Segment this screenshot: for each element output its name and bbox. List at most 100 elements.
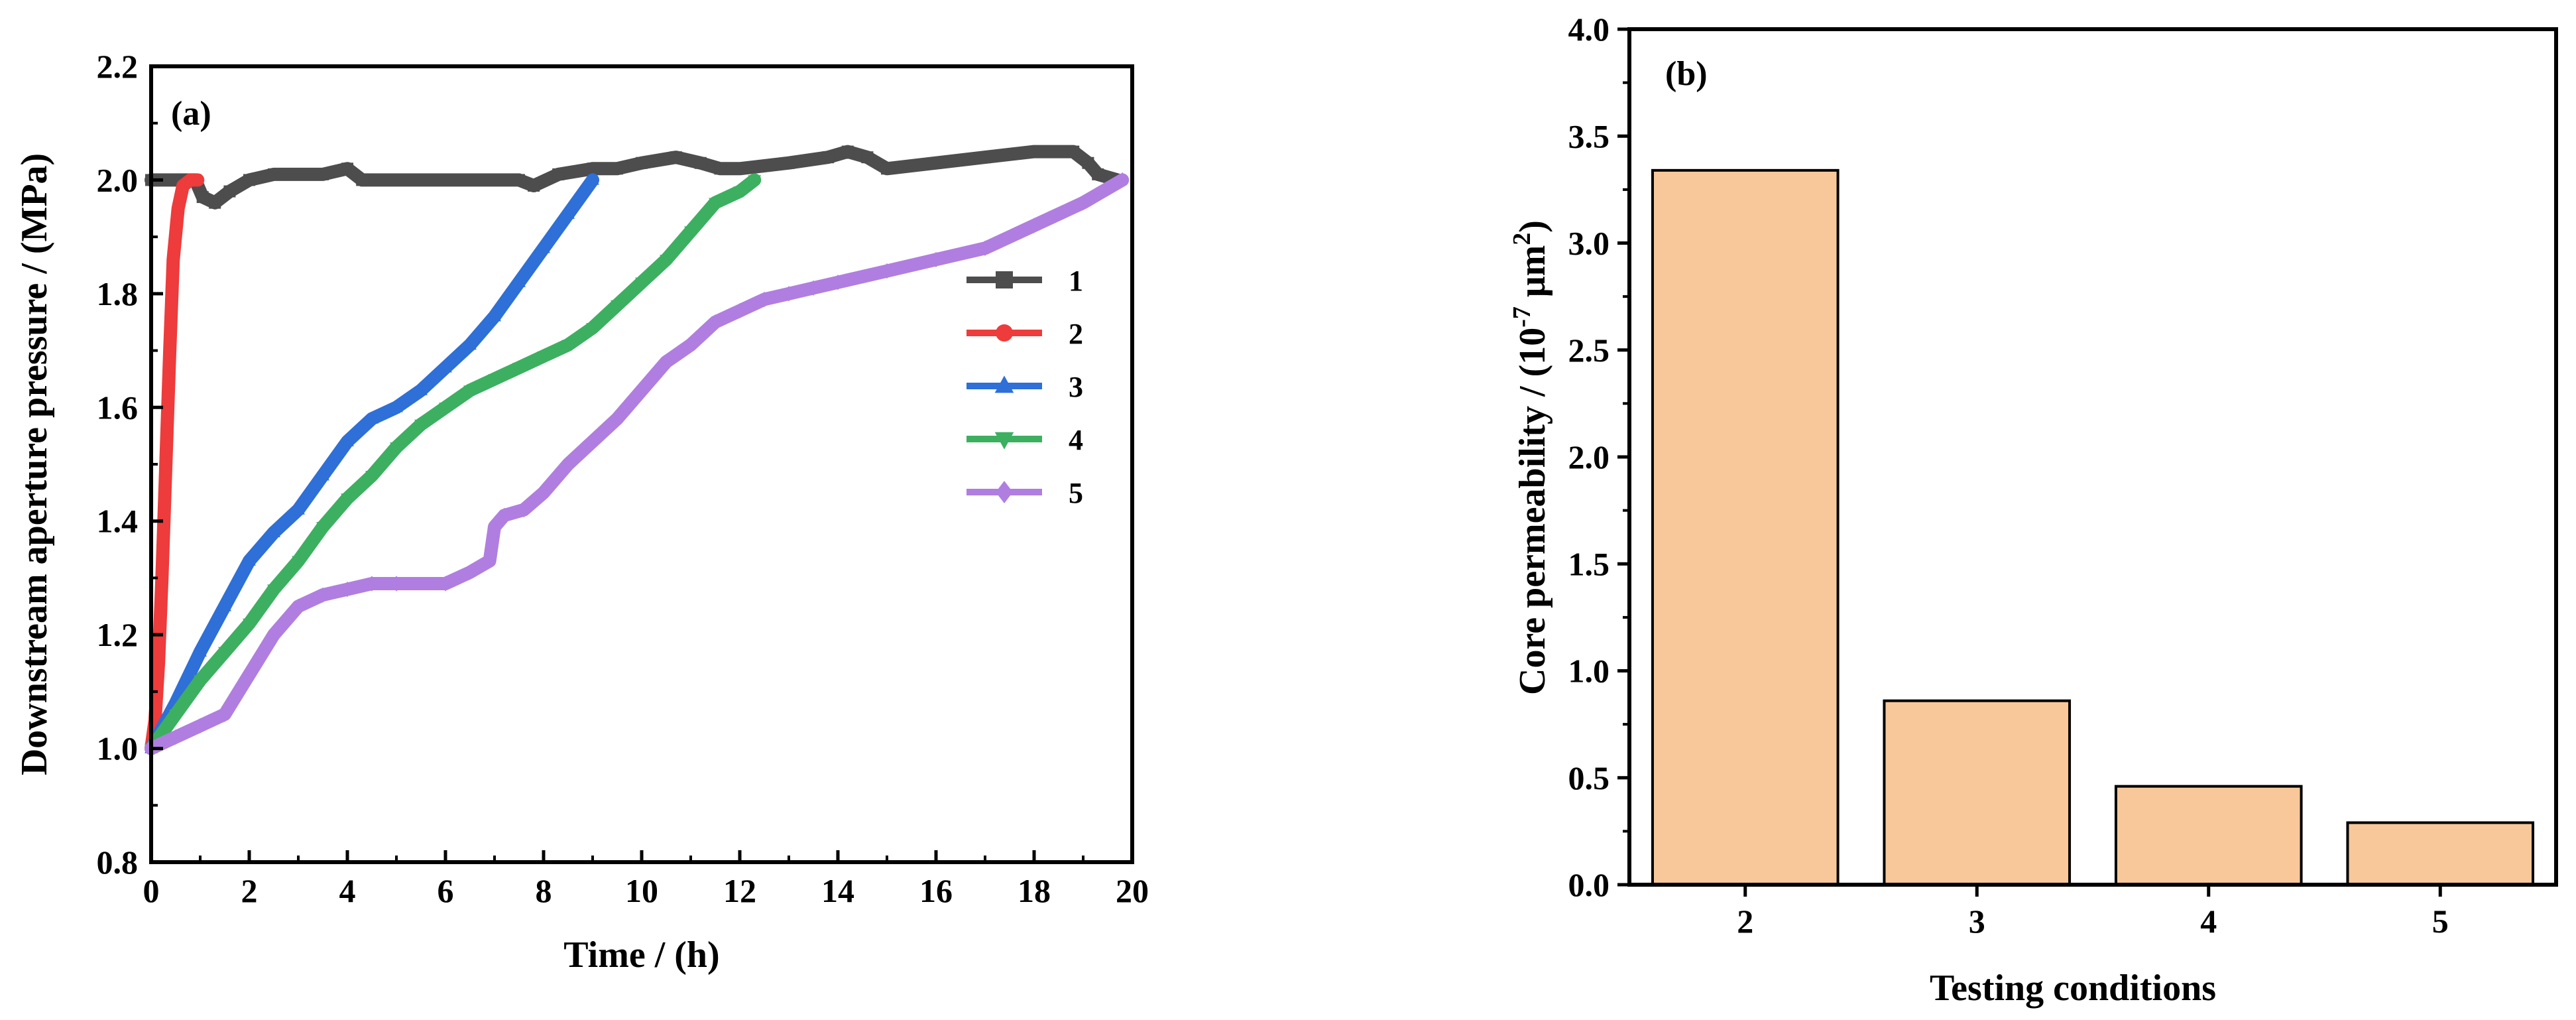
data-point — [366, 576, 378, 592]
data-point — [292, 598, 304, 614]
y-tick-label: 4.0 — [1568, 11, 1610, 48]
data-point — [390, 400, 403, 413]
data-point — [194, 675, 207, 688]
series-line-4 — [145, 173, 762, 755]
x-axis-ticks: 0 2 4 6 8 10 12 14 16 18 20 — [143, 850, 1149, 909]
x-tick-label: 18 — [1018, 872, 1051, 909]
data-point — [1092, 168, 1104, 180]
data-point — [822, 151, 835, 164]
data-point — [538, 485, 550, 501]
data-point — [439, 403, 452, 415]
legend-marker-3 — [994, 375, 1014, 393]
y-axis-ticks: 0.8 1.0 1.2 1.4 1.6 1.8 2.0 2.2 — [97, 48, 163, 881]
data-point — [930, 157, 942, 169]
data-point — [317, 168, 329, 180]
x-tick-label: 5 — [2432, 903, 2449, 940]
series-line-1 — [145, 145, 1124, 210]
data-point — [684, 226, 697, 239]
data-point — [463, 385, 477, 398]
bar-2 — [1651, 168, 1840, 887]
x-tick-label: 8 — [536, 872, 552, 909]
data-point — [807, 280, 819, 296]
data-point — [267, 584, 280, 597]
data-point — [561, 207, 575, 220]
data-point — [537, 351, 550, 363]
data-point — [783, 286, 795, 302]
data-point — [611, 300, 624, 312]
data-point — [1116, 172, 1129, 188]
data-point — [1067, 145, 1080, 158]
x-tick-label: 3 — [1969, 903, 1985, 940]
y-axis-title-unit: μm — [1512, 245, 1553, 306]
y-tick-label: 2.0 — [97, 161, 139, 198]
y-tick-label: 1.0 — [97, 730, 139, 767]
data-point — [156, 572, 168, 584]
data-point — [562, 456, 574, 472]
data-point — [930, 251, 942, 268]
panel-label: (b) — [1665, 55, 1708, 93]
data-point — [172, 202, 184, 215]
panel-label: (a) — [171, 95, 211, 133]
y-tick-label: 0.8 — [97, 844, 139, 881]
data-point — [635, 277, 648, 290]
legend-marker-1 — [996, 271, 1013, 288]
data-point — [552, 168, 565, 180]
y-tick-label: 1.0 — [1568, 653, 1610, 690]
data-point — [439, 576, 451, 592]
y-tick-label: 1.2 — [97, 616, 139, 653]
data-point — [243, 667, 255, 682]
legend: 1 2 3 4 5 — [966, 265, 1083, 509]
data-point — [488, 309, 501, 322]
data-point — [341, 493, 354, 506]
data-point — [861, 151, 874, 164]
x-axis-ticks: 2 3 4 5 — [1737, 885, 2449, 940]
data-point — [268, 168, 280, 180]
data-point — [714, 162, 727, 175]
data-point — [881, 162, 893, 175]
legend-label-5: 5 — [1069, 477, 1083, 509]
data-point — [268, 627, 280, 643]
y-tick-label: 0.0 — [1568, 866, 1610, 903]
y-tick-label: 2.5 — [1568, 332, 1610, 369]
x-axis-title: Time / (h) — [563, 934, 719, 976]
data-point — [1077, 195, 1089, 211]
x-tick-label: 2 — [1737, 903, 1753, 940]
data-point — [561, 340, 575, 352]
data-point — [586, 323, 599, 336]
data-point — [167, 253, 180, 266]
y-axis-title-close: ) — [1512, 220, 1553, 233]
data-point — [390, 576, 402, 592]
bar-chart-panel: 2 3 4 5 0.0 0.5 1.0 1.5 2.0 2.5 3.0 3.5 4.0 (b) Tes… — [1508, 11, 2558, 1009]
data-point — [439, 360, 452, 373]
legend-marker-5 — [996, 481, 1013, 503]
data-point — [192, 174, 204, 186]
y-tick-label: 3.5 — [1568, 117, 1610, 155]
y-tick-label: 1.6 — [97, 389, 139, 426]
data-point — [694, 157, 707, 169]
data-point — [152, 657, 165, 669]
data-point — [223, 185, 236, 198]
bar-5 — [2346, 821, 2535, 886]
data-point — [218, 599, 231, 611]
legend-label-1: 1 — [1069, 265, 1083, 297]
data-point — [390, 442, 403, 455]
y-tick-label: 0.5 — [1568, 759, 1610, 797]
data-point — [512, 363, 526, 375]
data-point — [758, 291, 770, 308]
x-tick-label: 16 — [919, 872, 953, 909]
data-point — [316, 468, 329, 481]
x-tick-label: 0 — [143, 872, 160, 909]
x-axis-title: Testing conditions — [1930, 968, 2216, 1009]
data-point — [685, 337, 697, 353]
data-point — [670, 151, 682, 164]
data-point — [733, 186, 746, 199]
y-tick-label: 1.4 — [97, 503, 139, 540]
data-point — [979, 240, 991, 256]
data-point — [316, 522, 329, 535]
bars-group — [1651, 168, 2535, 887]
y-axis-title-unit-exponent: 2 — [1508, 233, 1536, 245]
legend-marker-2 — [996, 324, 1013, 342]
data-point — [518, 501, 530, 518]
x-tick-label: 4 — [2200, 903, 2217, 940]
data-point — [341, 162, 353, 175]
